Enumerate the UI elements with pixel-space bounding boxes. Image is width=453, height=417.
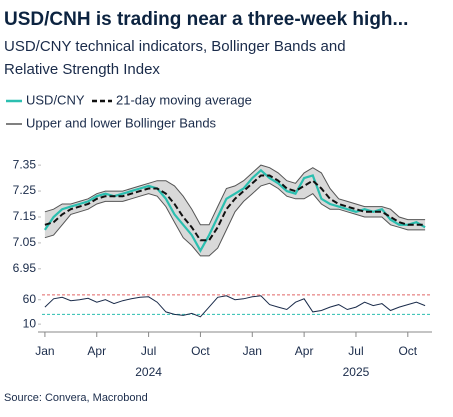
source: Source: Convera, Macrobond	[4, 392, 148, 404]
chart-title: USD/CNH is trading near a three-week hig…	[4, 9, 408, 30]
x-tick-label: Apr	[295, 344, 314, 358]
legend-label: Upper and lower Bollinger Bands	[26, 115, 217, 130]
band-line	[44, 164, 426, 226]
x-tick-label: Oct	[398, 344, 417, 358]
year-label: 2024	[135, 365, 162, 379]
y-tick-label: 60	[23, 292, 37, 306]
series-line	[44, 295, 426, 318]
year-label: 2025	[343, 365, 370, 379]
y-tick-label: 10	[23, 316, 37, 330]
y-tick-label: 6.95	[13, 261, 37, 275]
band-line	[44, 182, 426, 257]
y-tick-label: 7.05	[13, 235, 37, 249]
y-tick-label: 7.25	[13, 183, 37, 197]
x-tick-label: Oct	[191, 344, 210, 358]
subtitle: Relative Strength Index	[4, 61, 160, 78]
subtitle: USD/CNY technical indicators, Bollinger …	[4, 38, 346, 55]
series-line	[44, 174, 426, 242]
x-tick-label: Jul	[348, 344, 363, 358]
legend-label: 21-day moving average	[116, 92, 252, 107]
x-tick-label: Jan	[243, 344, 262, 358]
x-tick-label: Apr	[87, 344, 106, 358]
y-tick-label: 7.35	[13, 157, 37, 171]
legend-label: USD/CNY	[26, 92, 85, 107]
x-tick-label: Jan	[35, 344, 54, 358]
x-tick-label: Jul	[141, 344, 156, 358]
y-tick-label: 7.15	[13, 209, 37, 223]
